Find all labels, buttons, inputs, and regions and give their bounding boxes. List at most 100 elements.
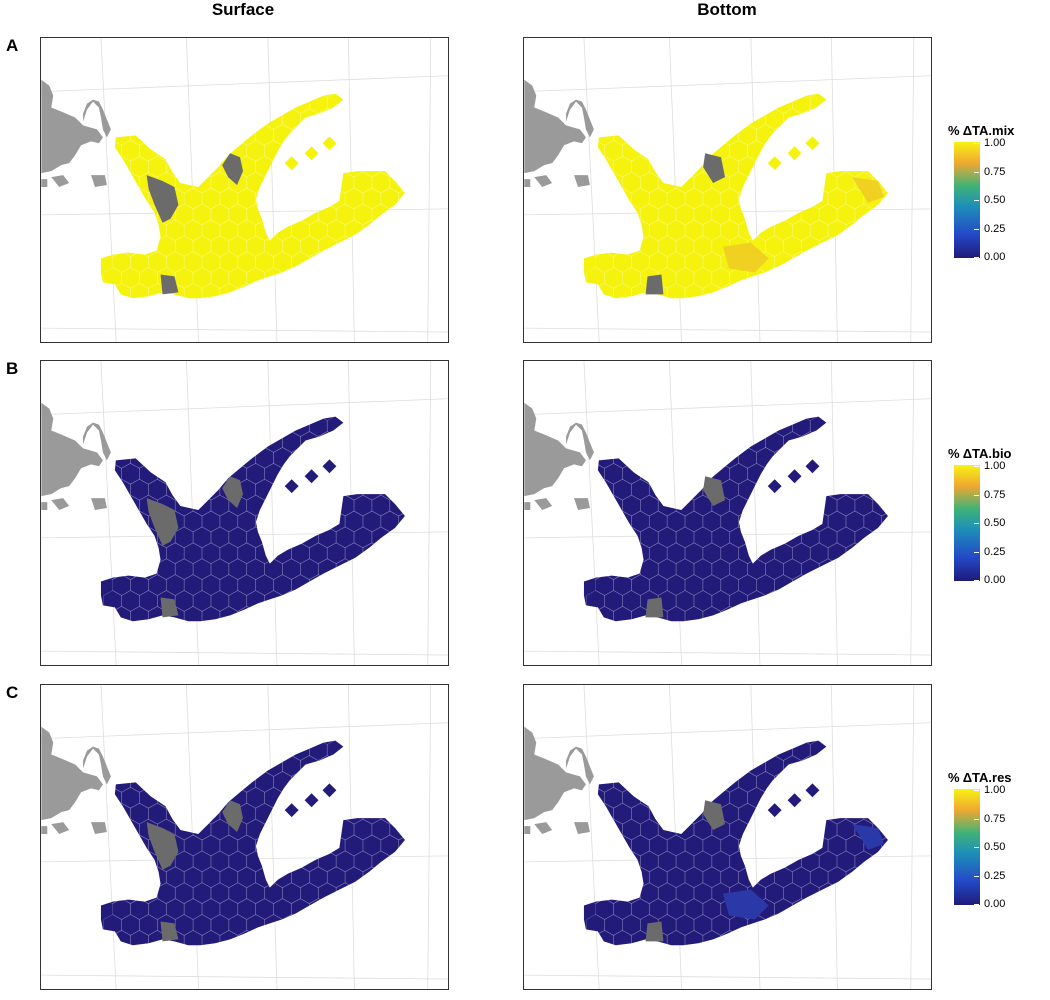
missing-cell xyxy=(160,274,179,295)
diamond-cell xyxy=(322,783,337,798)
diamond-cell xyxy=(767,156,782,171)
islands-land xyxy=(41,498,107,511)
grid-cells xyxy=(100,740,405,946)
legend-tick: 0.00 xyxy=(973,898,1006,910)
map-svg xyxy=(41,685,448,989)
grid-cells xyxy=(583,93,888,299)
region-fill xyxy=(100,416,405,622)
legend-tick: 0.75 xyxy=(973,813,1006,825)
legend-tick: 1.00 xyxy=(973,460,1006,472)
grid-cells xyxy=(100,416,405,622)
grid-cells xyxy=(583,416,888,622)
legend-tick: 0.50 xyxy=(973,841,1006,853)
legend-res: % ΔTA.res 1.00 0.75 0.50 0.25 0.00 xyxy=(948,770,1048,910)
legend-title: % ΔTA.res xyxy=(948,770,1012,785)
coastline-land xyxy=(41,726,103,821)
grid-cells xyxy=(100,93,405,299)
region-fill xyxy=(583,740,888,946)
legend-tick: 0.75 xyxy=(973,166,1006,178)
missing-cell xyxy=(160,921,179,942)
coastline-land xyxy=(524,726,586,821)
map-panel-b-surface xyxy=(40,360,449,666)
region-fill xyxy=(100,93,405,299)
legend-tick: 0.50 xyxy=(973,517,1006,529)
column-title-surface: Surface xyxy=(211,0,275,19)
legend-tick: 0.25 xyxy=(973,870,1006,882)
map-svg xyxy=(41,361,448,665)
map-panel-b-bottom xyxy=(523,360,932,666)
missing-cell xyxy=(160,597,179,618)
diamond-cell xyxy=(805,136,820,151)
diamond-cell xyxy=(284,156,299,171)
row-label-a: A xyxy=(6,36,19,55)
legend-bio: % ΔTA.bio 1.00 0.75 0.50 0.25 0.00 xyxy=(948,446,1048,586)
diamond-cell xyxy=(767,479,782,494)
cape-cod-land xyxy=(83,99,111,138)
diamond-cell xyxy=(322,136,337,151)
missing-cell xyxy=(222,153,244,186)
region-fill xyxy=(583,416,888,622)
islands-land xyxy=(41,822,107,835)
cape-cod-land xyxy=(83,746,111,785)
missing-cell xyxy=(146,498,179,546)
legend-tick: 1.00 xyxy=(973,137,1006,149)
cape-cod-land xyxy=(83,422,111,461)
islands-land xyxy=(524,175,590,188)
missing-cell xyxy=(645,597,664,618)
missing-cell xyxy=(703,800,726,831)
legend-tick: 0.25 xyxy=(973,223,1006,235)
map-panel-a-surface xyxy=(40,37,449,343)
cape-cod-land xyxy=(566,99,594,138)
region-fill xyxy=(583,93,888,299)
diamond-cell xyxy=(304,146,319,161)
diamond-cell xyxy=(304,469,319,484)
missing-cell xyxy=(146,822,179,870)
legend-tick: 1.00 xyxy=(973,784,1006,796)
diamond-cell xyxy=(322,459,337,474)
diamond-cell xyxy=(284,803,299,818)
coastline-land xyxy=(524,402,586,497)
map-svg xyxy=(41,38,448,342)
legend-title: % ΔTA.bio xyxy=(948,446,1012,461)
islands-land xyxy=(41,175,107,188)
column-title-bottom: Bottom xyxy=(697,0,757,19)
map-svg xyxy=(524,685,931,989)
map-panel-c-bottom xyxy=(523,684,932,990)
diamond-cell xyxy=(787,469,802,484)
legend-title: % ΔTA.mix xyxy=(948,123,1015,138)
value-patch xyxy=(723,824,884,920)
missing-cell xyxy=(146,175,179,223)
region-fill xyxy=(100,740,405,946)
cape-cod-land xyxy=(566,746,594,785)
row-label-b: B xyxy=(6,359,19,378)
map-svg xyxy=(524,361,931,665)
islands-land xyxy=(524,822,590,835)
legend-tick: 0.00 xyxy=(973,574,1006,586)
value-patch xyxy=(723,177,884,273)
diamond-cell xyxy=(805,783,820,798)
missing-cell xyxy=(703,153,726,184)
legend-tick: 0.00 xyxy=(973,251,1006,263)
diamond-cell xyxy=(787,793,802,808)
grid-cells xyxy=(583,740,888,946)
row-label-c: C xyxy=(6,683,19,702)
legend-tick: 0.75 xyxy=(973,489,1006,501)
legend-mix: % ΔTA.mix 1.00 0.75 0.50 0.25 0.00 xyxy=(948,123,1048,263)
diamond-cell xyxy=(284,479,299,494)
legend-tick: 0.50 xyxy=(973,194,1006,206)
map-panel-c-surface xyxy=(40,684,449,990)
missing-cell xyxy=(645,274,664,295)
coastline-land xyxy=(524,79,586,174)
diamond-cell xyxy=(787,146,802,161)
map-svg xyxy=(524,38,931,342)
cape-cod-land xyxy=(566,422,594,461)
map-panel-a-bottom xyxy=(523,37,932,343)
coastline-land xyxy=(41,402,103,497)
legend-tick: 0.25 xyxy=(973,546,1006,558)
diamond-cell xyxy=(304,793,319,808)
missing-cell xyxy=(703,476,726,507)
missing-cell xyxy=(222,476,244,509)
diamond-cell xyxy=(805,459,820,474)
diamond-cell xyxy=(767,803,782,818)
missing-cell xyxy=(222,800,244,833)
